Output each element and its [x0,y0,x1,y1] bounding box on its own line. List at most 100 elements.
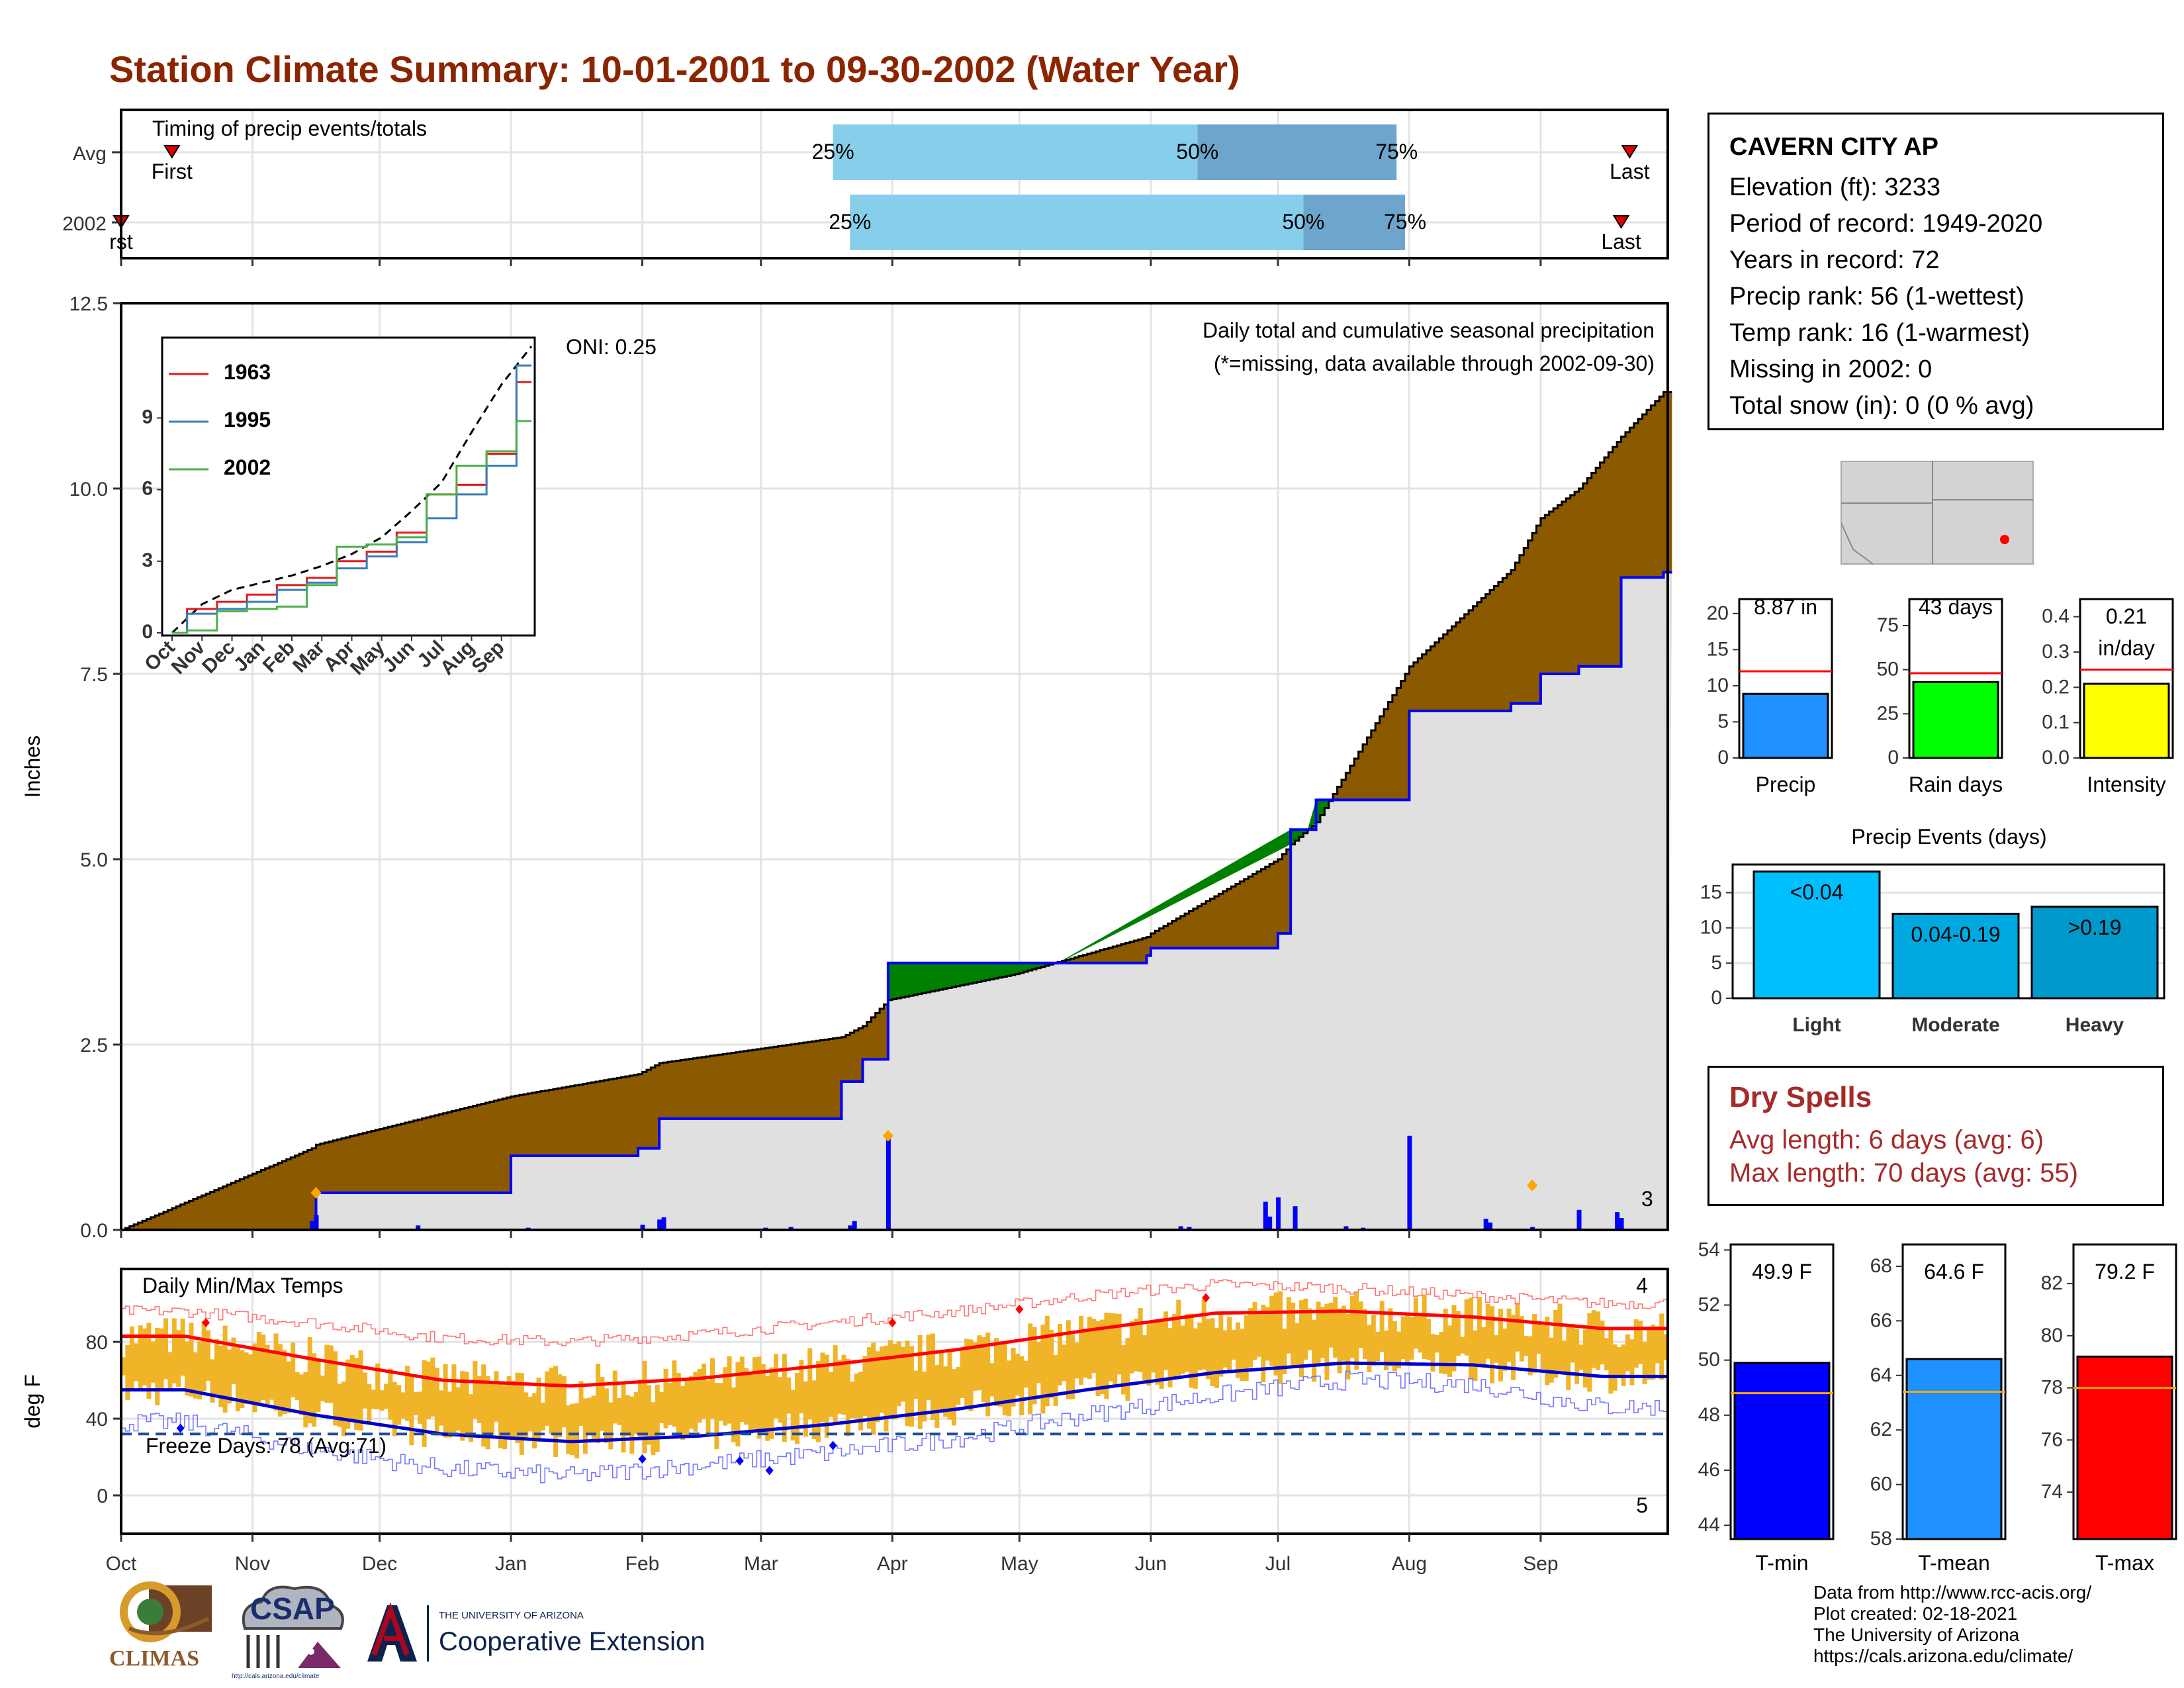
daily-temp-range-bar [146,1323,152,1399]
month-label: Jul [1265,1553,1291,1575]
daily-precip-bar [1178,1226,1183,1230]
record-high-marker [1202,1293,1210,1303]
daily-temp-range-bar [1277,1291,1283,1384]
precip-event-value: <0.04 [1790,880,1844,904]
precip-panel-title: Daily total and cumulative seasonal prec… [1203,318,1655,342]
daily-temp-range-bar [1007,1360,1012,1417]
last-marker [1621,145,1639,159]
daily-temp-range-bar [1358,1301,1363,1348]
daily-temp-range-bar [434,1368,439,1436]
daily-temp-range-bar [1498,1308,1503,1382]
daily-temp-range-bar [1125,1338,1130,1401]
daily-temp-range-bar [167,1352,173,1389]
daily-temp-range-bar [811,1380,817,1440]
daily-temp-range-bar [485,1376,490,1450]
daily-temp-range-bar [1307,1308,1312,1350]
daily-temp-range-bar [1591,1310,1596,1368]
daily-temp-range-bar [875,1351,880,1423]
daily-temp-range-bar [1235,1322,1240,1378]
location-map [1841,461,2034,565]
temp-bar-value: 64.6 F [1924,1260,1984,1284]
daily-temp-range-bar [1511,1315,1516,1380]
daily-temp-range-bar [820,1352,825,1423]
daily-precip-bar [661,1217,666,1230]
station-years: Years in record: 72 [1729,246,1940,274]
daily-temp-range-bar [1663,1334,1668,1360]
daily-temp-range-bar [1460,1336,1465,1354]
daily-temp-range-bar [752,1357,758,1429]
daily-precip-bar [886,1135,891,1230]
daily-temp-range-bar [1375,1331,1381,1362]
daily-temp-range-bar [159,1328,164,1391]
precip-ytick-label: 0.0 [80,1220,108,1242]
daily-temp-range-bar [1578,1344,1584,1370]
daily-temp-range-bar [502,1385,508,1450]
daily-temp-range-bar [1553,1309,1559,1378]
summary-value-unit: in/day [2098,636,2154,660]
daily-temp-range-bar [1222,1330,1228,1368]
daily-temp-range-bar [1044,1315,1050,1407]
daily-temp-range-bar [922,1372,927,1422]
daily-temp-range-bar [1400,1316,1406,1360]
record-high-marker [1015,1304,1024,1314]
daily-temp-range-bar [646,1385,651,1445]
month-label: May [1001,1553,1038,1575]
daily-temp-range-bar [240,1350,245,1409]
temp-ylabel: deg F [21,1374,44,1429]
daily-temp-range-bar [884,1345,889,1432]
daily-temp-range-bar [1545,1316,1550,1385]
daily-temp-range-bar [608,1402,614,1450]
daily-temp-range-bar [1379,1301,1385,1352]
daily-temp-range-bar [218,1345,224,1407]
daily-temp-range-bar [1252,1301,1257,1360]
daily-temp-range-bar [913,1370,919,1399]
daily-temp-range-bar [930,1333,935,1421]
daily-precip-bar [1293,1206,1298,1230]
timing-label-25: 25% [812,140,854,164]
freeze-days-label: Freeze Days: 78 (Avg:71) [146,1434,387,1458]
daily-temp-range-bar [1036,1342,1041,1383]
daily-temp-range-bar [960,1350,965,1398]
daily-temp-range-bar [621,1382,626,1453]
daily-temp-range-bar [231,1337,236,1385]
csap-logo-text: CSAP [250,1591,335,1626]
daily-temp-range-bar [774,1354,779,1419]
summary-value-label: 0.21 [2106,604,2147,628]
last-label: Last [1601,230,1641,254]
temp-bar-ytick-label: 74 [2041,1481,2063,1503]
daily-temp-range-bar [795,1372,800,1444]
daily-temp-range-bar [464,1372,469,1438]
precip-ytick-label: 10.0 [69,479,108,500]
daily-temp-range-bar [570,1403,575,1456]
daily-temp-range-bar [633,1391,639,1434]
daily-temp-range-bar [1074,1342,1079,1379]
daily-temp-range-bar [1185,1314,1190,1372]
daily-temp-range-bar [1070,1334,1075,1399]
daily-temp-range-bar [1227,1317,1232,1374]
timing-label-75: 75% [1375,140,1418,164]
daily-temp-range-bar [536,1378,541,1442]
daily-temp-range-bar [993,1338,999,1406]
daily-temp-range-bar [1651,1324,1656,1380]
daily-temp-range-bar [506,1376,512,1437]
daily-precip-bar [1615,1212,1620,1230]
timing-bar-25-50 [850,195,1304,250]
daily-temp-range-bar [519,1373,524,1455]
daily-temp-range-bar [379,1390,385,1411]
daily-temp-range-bar [702,1363,707,1419]
daily-temp-range-bar [469,1394,474,1442]
daily-temp-range-bar [553,1366,559,1458]
summary-bar [1912,680,1999,759]
daily-temp-range-bar [1023,1360,1028,1388]
daily-temp-range-bar [1079,1315,1084,1385]
daily-temp-range-bar [1629,1339,1635,1385]
last-label: Last [1610,160,1650,183]
daily-temp-range-bar [549,1368,554,1434]
daily-temp-range-bar [866,1347,872,1429]
daily-precip-bar [1407,1135,1412,1230]
daily-temp-range-bar [1642,1342,1647,1384]
daily-temp-range-bar [201,1321,206,1391]
month-label: Nov [235,1553,270,1575]
oni-label: ONI: 0.25 [566,335,657,359]
daily-temp-range-bar [210,1359,215,1403]
